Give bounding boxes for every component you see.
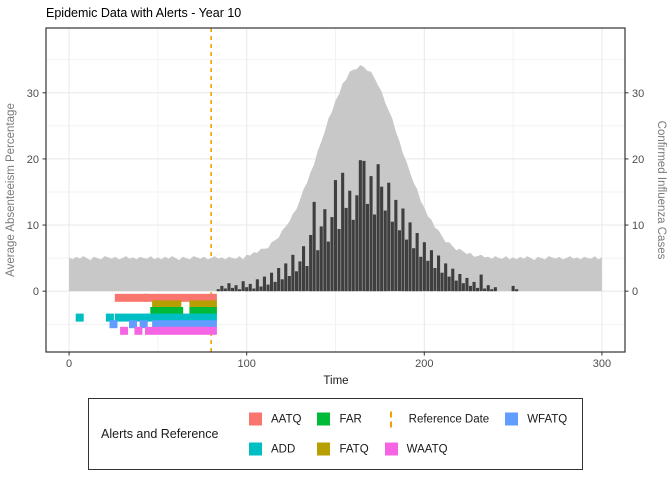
waatq-swatch-icon bbox=[384, 442, 398, 456]
fatq-swatch-icon bbox=[317, 442, 331, 456]
legend-key-label: AATQ bbox=[271, 413, 302, 425]
wfatq-swatch-icon bbox=[505, 412, 519, 426]
x-axis-title: Time bbox=[323, 375, 348, 387]
svg-text:30: 30 bbox=[632, 88, 644, 100]
chart-title: Epidemic Data with Alerts - Year 10 bbox=[46, 6, 241, 20]
y-axis-title-right: Confirmed Influenza Cases bbox=[655, 121, 667, 260]
aatq-swatch-icon bbox=[249, 412, 262, 426]
legend-key-far: FAR bbox=[317, 411, 368, 428]
svg-text:10: 10 bbox=[27, 220, 39, 232]
axis-ticks: 0 100 200 300 0 0 10 10 20 20 30 30 bbox=[27, 88, 645, 370]
legend-keys: AATQ ADD FAR FATQ Reference Date WAATQ WFATQ bbox=[249, 411, 567, 458]
svg-text:0: 0 bbox=[33, 286, 39, 298]
alert-markers bbox=[75, 293, 217, 335]
legend-key-aatq: AATQ bbox=[249, 411, 301, 428]
legend-key-waatq: WAATQ bbox=[384, 441, 490, 458]
svg-text:200: 200 bbox=[415, 358, 433, 370]
legend-key-wfatq: WFATQ bbox=[505, 411, 567, 428]
gridlines bbox=[46, 28, 625, 352]
svg-text:0: 0 bbox=[632, 286, 638, 298]
legend-key-label: Reference Date bbox=[408, 413, 490, 425]
legend-key-label: WAATQ bbox=[406, 443, 448, 455]
legend-key-label: WFATQ bbox=[527, 413, 568, 425]
legend-key-label: ADD bbox=[271, 443, 296, 455]
add-swatch-icon bbox=[249, 442, 262, 456]
svg-text:20: 20 bbox=[632, 154, 644, 166]
absenteeism-area-series bbox=[69, 65, 602, 292]
svg-text:100: 100 bbox=[238, 358, 256, 370]
cases-bar-series bbox=[216, 160, 519, 292]
y-axis-title-left: Average Absenteeism Percentage bbox=[5, 103, 17, 277]
far-swatch-icon bbox=[317, 412, 331, 426]
legend-title: Alerts and Reference bbox=[101, 427, 219, 441]
svg-text:10: 10 bbox=[632, 220, 644, 232]
legend-key-fatq: FATQ bbox=[317, 441, 369, 458]
svg-text:0: 0 bbox=[66, 358, 72, 370]
svg-text:300: 300 bbox=[593, 358, 611, 370]
legend-key-add: ADD bbox=[249, 441, 301, 458]
legend-key-label: FAR bbox=[339, 413, 362, 425]
chart-canvas: Epidemic Data with Alerts - Year 10 0 100… bbox=[5, 6, 667, 387]
svg-text:30: 30 bbox=[27, 88, 39, 100]
legend-key-reference-date: Reference Date bbox=[385, 411, 490, 428]
svg-text:20: 20 bbox=[27, 154, 39, 166]
legend: Alerts and Reference AATQ ADD FAR FATQ Refer… bbox=[88, 398, 583, 470]
panel-border bbox=[45, 27, 626, 353]
reference-date-dashed-line-icon bbox=[389, 411, 394, 427]
legend-key-label: FATQ bbox=[339, 443, 369, 455]
